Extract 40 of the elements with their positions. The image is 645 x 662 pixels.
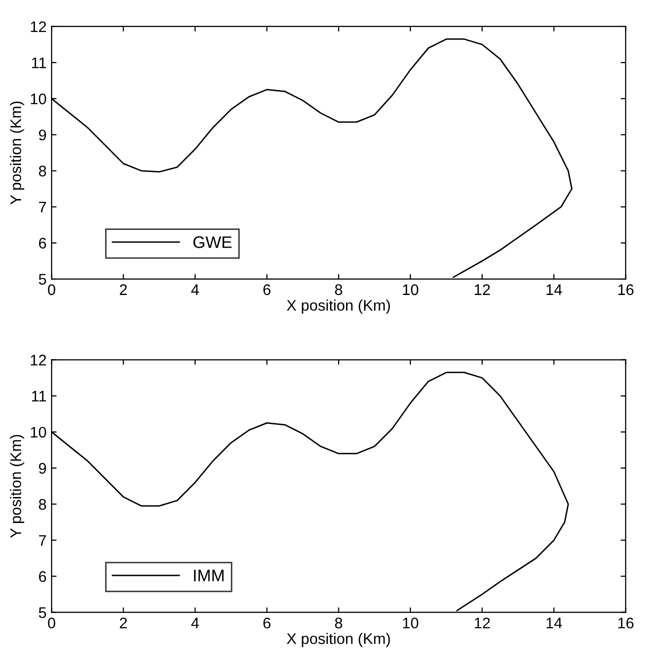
x-tick-label: 0	[48, 284, 56, 296]
y-tick-label: 5	[38, 274, 46, 285]
x-tick-label: 16	[618, 618, 634, 628]
y-tick-label: 8	[38, 498, 46, 510]
y-tick-label: 7	[39, 202, 46, 212]
y-tick-label: 9	[38, 130, 46, 140]
legend-label: GWE	[193, 236, 232, 248]
y-tick-label: 5	[38, 607, 46, 618]
y-tick-label: 12	[30, 354, 46, 366]
y-tick-label: 10	[30, 426, 46, 438]
y-tick-label: 6	[39, 571, 46, 582]
y-tick-label: 11	[32, 390, 46, 402]
x-tick-label: 4	[191, 618, 199, 628]
y-tick-label: 12	[30, 21, 46, 32]
y-tick-label: 7	[39, 535, 46, 546]
y-tick-label: 8	[38, 166, 46, 176]
x-tick-label: 8	[335, 618, 342, 628]
x-axis-title: X position (Km)	[286, 300, 390, 314]
x-tick-label: 8	[335, 284, 342, 296]
y-tick-label: 10	[30, 94, 46, 104]
y-axis-title: Y position (Km)	[10, 434, 24, 538]
x-tick-label: 4	[191, 284, 199, 295]
x-axis-title: X position (Km)	[286, 632, 390, 648]
x-tick-label: 10	[403, 618, 418, 628]
x-tick-label: 12	[474, 284, 490, 295]
x-tick-label: 6	[263, 284, 270, 296]
x-tick-label: 16	[618, 284, 634, 296]
y-tick-label: 11	[32, 58, 46, 68]
y-axis-title: Y position (Km)	[10, 102, 24, 204]
x-tick-label: 12	[474, 618, 490, 628]
x-tick-label: 6	[263, 618, 270, 628]
legend-label: IMM	[194, 570, 224, 582]
x-tick-label: 2	[120, 284, 127, 295]
x-tick-label: 10	[403, 284, 418, 296]
x-tick-label: 2	[120, 618, 127, 628]
x-tick-label: 0	[48, 618, 56, 628]
x-tick-label: 14	[546, 284, 562, 295]
x-tick-label: 14	[546, 618, 562, 628]
y-tick-label: 9	[38, 462, 46, 474]
y-tick-label: 6	[39, 238, 46, 249]
